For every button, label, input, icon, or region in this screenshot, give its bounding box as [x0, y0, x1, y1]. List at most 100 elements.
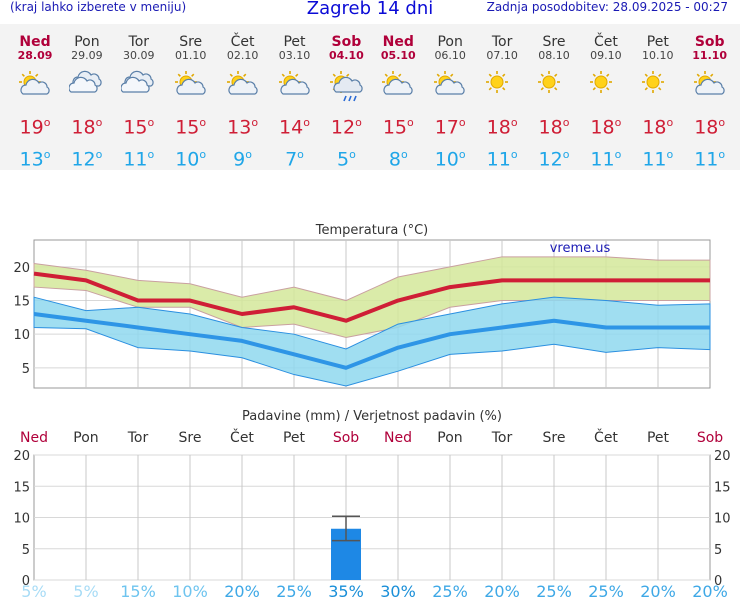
page-title: Zagreb 14 dni [306, 0, 434, 19]
day-name: Čet [593, 34, 618, 50]
min-temp: 11o [486, 148, 518, 171]
day-label: Pon [437, 430, 462, 446]
min-temp: 11o [642, 148, 674, 171]
day-label: Sre [179, 430, 202, 446]
day-column: Pon 29.09 18o 12o [61, 34, 113, 171]
precip-probability: 25% [588, 582, 624, 600]
max-temp: 18o [642, 116, 674, 139]
min-temp: 8o [388, 148, 408, 171]
day-date: 05.10 [380, 49, 416, 62]
precip-probability: 20% [640, 582, 676, 600]
day-date: 08.10 [538, 49, 570, 62]
day-label: Sre [543, 430, 566, 446]
precip-probability: 5% [21, 582, 46, 600]
precip-probability: 25% [276, 582, 312, 600]
y-tick-label-right: 5 [714, 543, 722, 558]
min-temp: 7o [285, 148, 304, 171]
min-temp: 9o [233, 148, 252, 171]
day-date: 30.09 [123, 49, 155, 62]
precip-chart-title: Padavine (mm) / Verjetnost padavin (%) [242, 409, 502, 424]
day-name: Tor [491, 34, 513, 50]
precip-probability: 25% [536, 582, 572, 600]
max-temp: 18o [694, 116, 726, 139]
max-temp: 15o [382, 116, 414, 139]
day-name: Sob [331, 34, 362, 50]
day-name: Pon [437, 34, 463, 50]
day-name: Ned [382, 34, 414, 50]
max-temp-line [33, 271, 710, 323]
day-column: Čet 09.10 18o 11o [580, 34, 632, 171]
day-column: Tor 07.10 18o 11o [476, 34, 528, 171]
precip-probability: 20% [692, 582, 728, 600]
min-temp-line [33, 312, 710, 370]
y-tick-label: 5 [22, 543, 30, 558]
y-tick-label: 20 [13, 261, 30, 276]
day-column: Tor 30.09 15o 11o [113, 34, 165, 171]
day-label: Pet [647, 430, 670, 446]
y-tick-label-right: 20 [714, 449, 731, 464]
cloudy-icon [120, 70, 154, 93]
partly-cloudy-icon [19, 71, 50, 95]
sun-icon [486, 71, 509, 93]
day-column: Sob 11.10 18o 11o [684, 34, 736, 171]
day-date: 09.10 [590, 49, 622, 62]
daily-forecast-strip: Ned 28.09 19o 13o Pon 29.09 18o 12o Tor 30.09 15o 1… [0, 24, 740, 171]
min-temp-range-band [33, 296, 711, 387]
temperature-chart-title: Temperatura (°C) [315, 223, 428, 238]
max-temp: 15o [123, 116, 155, 139]
y-tick-label-right: 15 [714, 480, 731, 495]
partly-cloudy-icon [693, 71, 725, 95]
day-date: 29.09 [71, 49, 103, 62]
precip-probability: 15% [120, 582, 156, 600]
day-date: 01.10 [174, 49, 207, 62]
max-temp: 12o [330, 116, 362, 139]
rain-sun-icon [330, 71, 364, 102]
day-label: Čet [594, 428, 618, 446]
day-date: 03.10 [278, 49, 311, 62]
min-temp: 12o [538, 148, 570, 171]
max-temp: 18o [71, 116, 103, 139]
max-temp: 19o [19, 116, 51, 139]
min-temp: 10o [434, 148, 466, 171]
day-name: Pon [74, 34, 100, 50]
partly-cloudy-icon [174, 71, 206, 95]
min-temp: 11o [123, 148, 155, 171]
day-name: Sob [694, 34, 725, 50]
day-label: Ned [384, 430, 412, 446]
day-name: Pet [283, 34, 306, 50]
day-label: Tor [491, 430, 513, 446]
day-date: 10.10 [642, 49, 674, 62]
partly-cloudy-icon [226, 71, 258, 95]
day-name: Tor [128, 34, 150, 50]
max-temp: 18o [486, 116, 518, 139]
y-tick-label: 5 [22, 362, 30, 377]
cloudy-icon [68, 70, 102, 93]
min-temp: 13o [19, 148, 51, 171]
max-temp: 18o [590, 116, 622, 139]
day-label: Tor [127, 430, 149, 446]
precip-probability: 20% [224, 582, 260, 600]
last-update: Zadnja posodobitev: 28.09.2025 - 00:27 [486, 0, 728, 14]
day-name: Ned [19, 34, 51, 50]
min-temp: 5o [336, 148, 356, 171]
day-label: Pon [73, 430, 98, 446]
day-date: 02.10 [226, 49, 259, 62]
y-tick-label: 15 [13, 295, 30, 310]
sun-icon [538, 71, 560, 93]
day-column: Pet 03.10 14o 7o [269, 34, 321, 171]
day-label: Pet [283, 430, 306, 446]
day-label: Ned [20, 430, 48, 446]
day-label: Sob [333, 430, 359, 446]
day-date: 06.10 [434, 49, 466, 62]
max-temp: 14o [279, 116, 310, 139]
precip-probability: 30% [380, 582, 416, 600]
day-column: Pet 10.10 18o 11o [632, 34, 684, 171]
day-label: Čet [230, 428, 254, 446]
max-temp: 15o [175, 116, 207, 139]
sun-icon [641, 71, 664, 93]
day-name: Sre [542, 34, 566, 50]
max-temp-range-band [33, 256, 711, 339]
max-temp: 18o [538, 116, 570, 139]
day-date: 07.10 [486, 49, 518, 62]
